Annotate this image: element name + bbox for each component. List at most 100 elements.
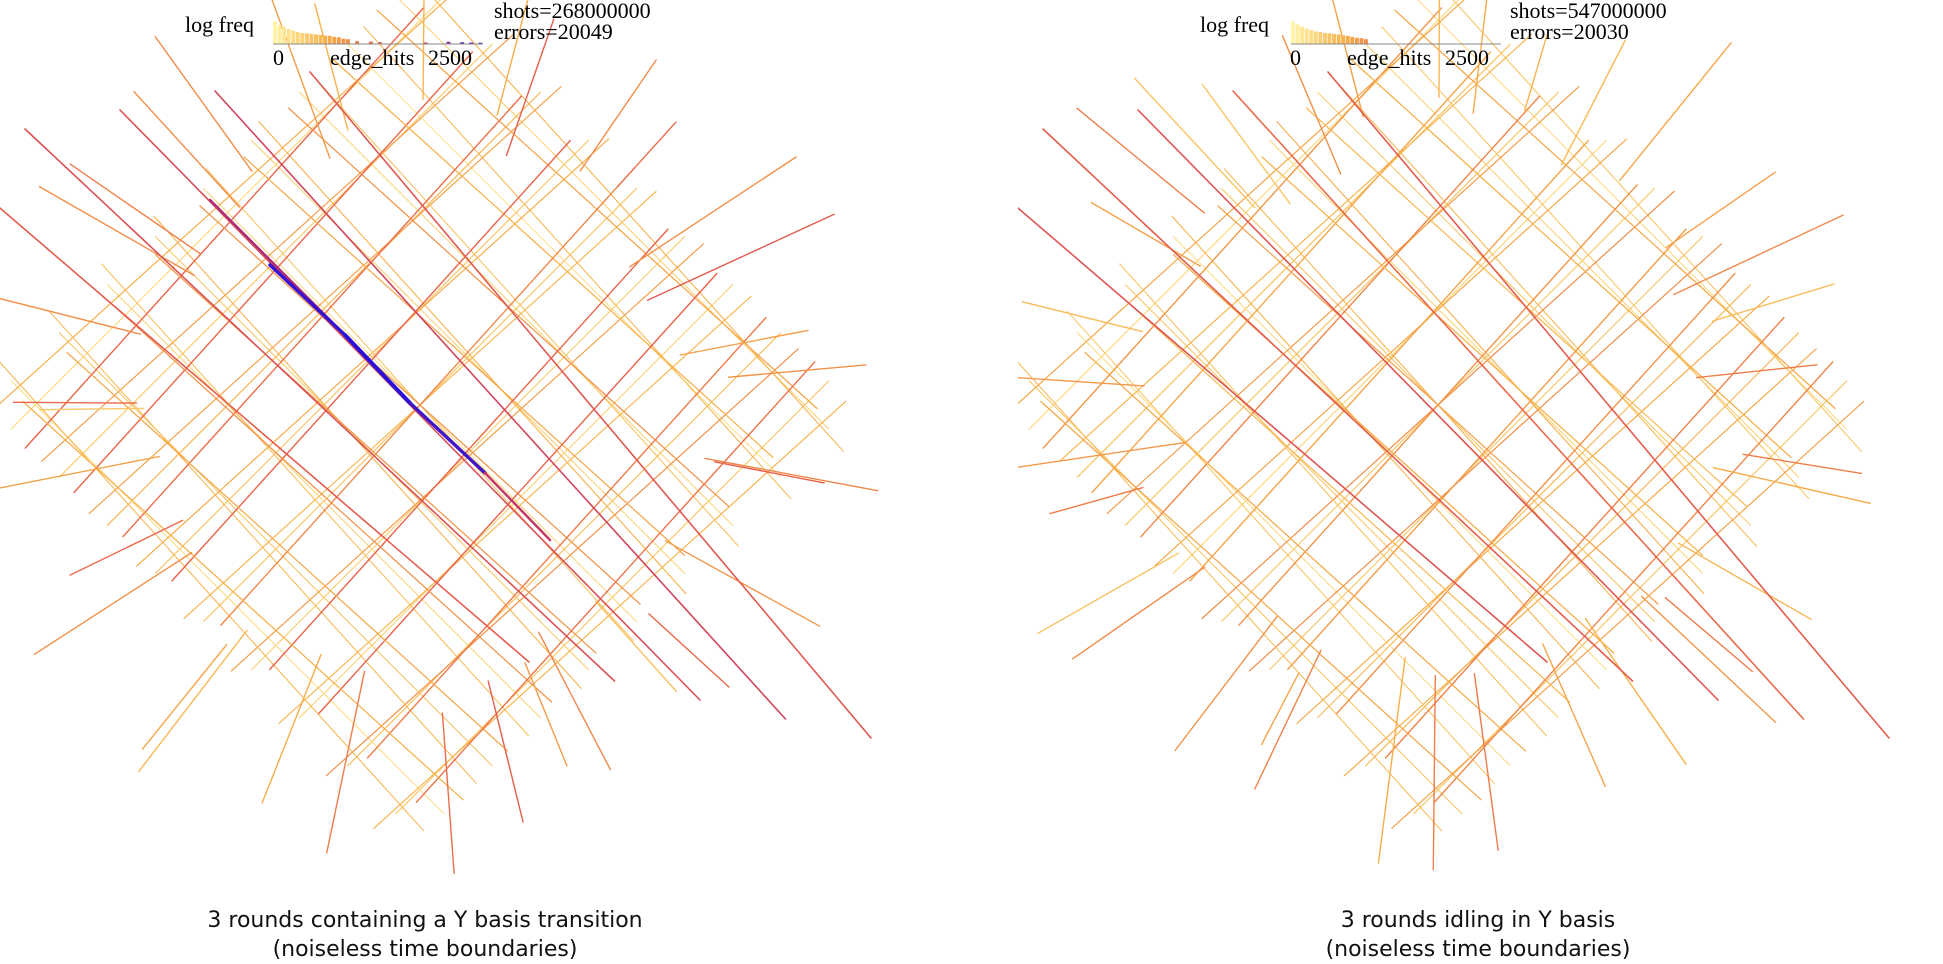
boundary-edge xyxy=(154,36,253,173)
boundary-edge xyxy=(33,551,193,655)
boundary-edge xyxy=(0,297,142,335)
histogram-xmax-label: 2500 xyxy=(1445,45,1489,70)
caption-line-1: 3 rounds containing a Y basis transition xyxy=(207,908,643,933)
boundary-edge xyxy=(326,670,366,854)
lattice-edge xyxy=(1391,400,1865,829)
histogram-bar xyxy=(1309,30,1314,44)
histogram-bar xyxy=(1336,34,1341,44)
boundary-edge xyxy=(39,407,145,411)
lattice-edge xyxy=(415,361,816,803)
lattice-edge xyxy=(110,303,553,703)
histogram-bar xyxy=(1295,24,1300,44)
hot-edge xyxy=(408,401,487,475)
boundary-edge xyxy=(133,90,241,208)
lattice-edge xyxy=(318,272,718,715)
boundary-edge xyxy=(69,163,202,255)
boundary-edge xyxy=(1542,643,1606,787)
histogram-bar xyxy=(1364,39,1368,44)
boundary-edge xyxy=(646,213,835,301)
histogram-bar xyxy=(1332,33,1336,44)
hot-edge xyxy=(483,471,552,542)
histogram-bar xyxy=(295,32,300,44)
histogram-bar xyxy=(378,42,382,44)
histogram-bar xyxy=(314,34,318,44)
histogram-bar xyxy=(1313,31,1318,44)
boundary-edge xyxy=(713,461,825,484)
lattice-edge xyxy=(153,215,582,689)
histogram-bar xyxy=(300,33,305,44)
boundary-edge xyxy=(727,364,867,378)
shots-label: shots=547000000 xyxy=(1510,0,1667,23)
lattice-edge xyxy=(1084,351,1527,752)
lattice-edge xyxy=(1028,380,1463,815)
histogram-bar xyxy=(1323,33,1327,44)
histogram-bar xyxy=(336,37,341,44)
lattice-edge xyxy=(0,361,425,832)
boundary-edge xyxy=(1640,595,1777,723)
boundary-edge xyxy=(1712,283,1835,322)
boundary-edge xyxy=(271,0,331,159)
histogram-bar xyxy=(282,26,286,44)
boundary-edge xyxy=(261,653,322,804)
boundary-edge xyxy=(1438,0,1441,99)
boundary-edge xyxy=(1049,486,1144,515)
boundary-edge xyxy=(538,631,612,771)
histogram-bar xyxy=(327,35,332,44)
boundary-edge xyxy=(1742,453,1863,475)
boundary-edge xyxy=(1560,39,1626,166)
lattice-edge xyxy=(58,332,493,767)
lattice-edge xyxy=(48,310,477,784)
detector-graph xyxy=(1018,0,1890,871)
histogram-xmin-label: 0 xyxy=(273,45,284,70)
boundary-edge xyxy=(1584,617,1687,765)
histogram-bar xyxy=(368,41,373,44)
histogram-bar xyxy=(355,41,360,44)
detector-graph xyxy=(0,0,879,874)
corridor-edge xyxy=(1137,109,1719,701)
lattice-edge xyxy=(1171,215,1600,689)
boundary-edge xyxy=(141,643,228,750)
boundary-edge xyxy=(679,329,809,356)
histogram-bar xyxy=(277,24,282,44)
lattice-edge xyxy=(1248,243,1723,672)
histogram-bar xyxy=(341,38,346,44)
boundary-edge xyxy=(496,0,529,116)
lattice-edge xyxy=(1384,316,1785,759)
histogram-bar xyxy=(273,21,277,44)
histogram-bar xyxy=(446,41,451,44)
boundary-edge xyxy=(629,156,797,268)
histogram-bar xyxy=(309,33,314,44)
boundary-edge xyxy=(1254,649,1322,790)
histogram-bar xyxy=(1359,38,1364,44)
caption-line-2: (noiseless time boundaries) xyxy=(272,937,578,962)
lattice-edge xyxy=(1018,361,1443,832)
histogram-bar xyxy=(318,34,323,44)
histogram-bar xyxy=(1304,28,1309,44)
boundary-edge xyxy=(1076,107,1206,214)
boundary-edge xyxy=(138,629,248,773)
boundary-edge xyxy=(579,59,657,172)
lattice-edge xyxy=(1287,228,1687,671)
corridor-edge xyxy=(309,71,872,739)
histogram-bar xyxy=(423,42,428,44)
corridor-edge xyxy=(1232,90,1805,720)
corridor-edge xyxy=(0,207,530,663)
boundary-edge xyxy=(1021,301,1144,333)
lattice-edge xyxy=(373,400,847,829)
boundary-edge xyxy=(12,401,138,404)
boundary-edge xyxy=(616,121,677,188)
corridor-edge xyxy=(1018,207,1548,663)
histogram-bar xyxy=(305,33,309,44)
boundary-edge xyxy=(1260,672,1300,746)
boundary-edge xyxy=(1281,35,1342,175)
boundary-edge xyxy=(1673,214,1844,296)
corridor-edge xyxy=(1327,71,1890,739)
lattice-edge xyxy=(269,228,669,671)
histogram-bar xyxy=(1291,21,1295,44)
corridor-edge xyxy=(1042,128,1634,682)
corridor-edge xyxy=(24,128,616,682)
boundary-edge xyxy=(505,18,555,157)
boundary-edge xyxy=(1090,201,1201,267)
histogram-bar xyxy=(332,36,337,44)
boundary-edge xyxy=(314,3,349,131)
